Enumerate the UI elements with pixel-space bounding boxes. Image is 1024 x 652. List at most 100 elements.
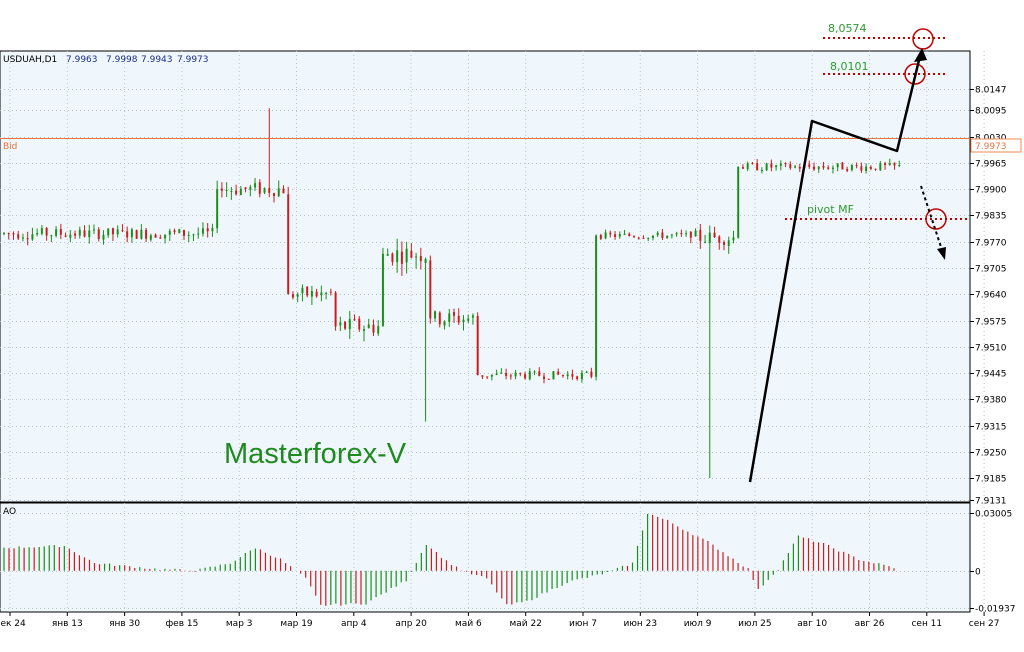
candle-body (405, 248, 408, 263)
candle-body (201, 228, 204, 234)
x-tick-label: апр 20 (395, 619, 427, 629)
target-circle-mid (904, 63, 926, 85)
candle-body (235, 190, 238, 195)
candle-body (552, 371, 555, 380)
x-tick-label: янв 13 (52, 619, 83, 629)
candle-body (543, 376, 545, 380)
candle-body (505, 372, 508, 377)
candle-body (121, 230, 124, 232)
candle-body (869, 166, 872, 169)
candle-body (699, 229, 702, 241)
candle-body (192, 234, 195, 236)
candle-body (111, 228, 114, 235)
candle-body (410, 250, 413, 258)
candle-body (97, 229, 100, 239)
x-tick-label: мар 3 (226, 619, 253, 629)
candle-body (244, 187, 247, 189)
candle-body (424, 258, 427, 263)
candle-body (713, 232, 716, 238)
ao-label: AO (3, 507, 16, 517)
candle-body (661, 232, 664, 238)
candle-body (135, 230, 138, 239)
y-tick-label: 8.0147 (975, 86, 1007, 96)
candle-body (822, 165, 825, 168)
candle-body (618, 234, 621, 237)
candle-body (898, 165, 901, 167)
candle-body (64, 235, 67, 237)
candle-body (453, 312, 455, 316)
ao-histogram (3, 513, 895, 606)
candle-body (637, 237, 640, 239)
ao-panel (0, 502, 971, 613)
pivot-down-arrow (920, 185, 943, 251)
candle-body (656, 232, 659, 236)
candle-body (225, 189, 228, 191)
candle-body (254, 183, 257, 188)
candle-body (486, 376, 489, 378)
candle-body (647, 237, 650, 239)
candle-body (178, 229, 181, 233)
candle-body (590, 371, 593, 377)
grid-lines (0, 51, 985, 612)
candle-body (855, 165, 858, 167)
candle-body (258, 182, 261, 194)
candle-body (893, 162, 896, 166)
candle-body (329, 291, 332, 293)
candle-body (45, 227, 48, 236)
candle-body (358, 318, 361, 330)
candle-body (183, 229, 185, 236)
x-tick-label: июн 7 (569, 619, 597, 629)
candle-body (751, 163, 754, 165)
candle-body (675, 233, 678, 235)
price-axis: 8.01478.00958.00307.99657.99007.98357.97… (970, 86, 1007, 507)
candle-body (339, 322, 342, 326)
price-panel (0, 50, 971, 503)
candle-body (149, 235, 152, 240)
candle-body (287, 194, 290, 295)
candle-body (438, 312, 441, 325)
candle-body (841, 162, 844, 170)
candle-body (580, 372, 583, 380)
candle-body (263, 188, 266, 193)
candle-body (860, 166, 863, 171)
candle-body (78, 229, 81, 236)
candle-body (145, 229, 148, 239)
y-tick-label: 8.0095 (975, 107, 1007, 117)
pivot-mf-label: pivot MF (807, 203, 854, 216)
x-tick-label: июн 23 (623, 619, 657, 629)
candle-body (173, 230, 176, 233)
candle-body (164, 234, 167, 239)
candle-body (239, 188, 242, 196)
candle-body (874, 168, 877, 170)
candle-body (495, 373, 498, 375)
candle-body (808, 164, 811, 167)
y-tick-label: 7.9770 (975, 239, 1007, 249)
x-tick-label: июл 25 (738, 619, 772, 629)
candle-body (367, 324, 370, 329)
candle-body (865, 166, 868, 171)
candle-body (741, 167, 744, 169)
watermark: Masterforex-V (224, 438, 407, 470)
candle-body (396, 250, 399, 263)
x-tick-label: июл 9 (684, 619, 712, 629)
candle-body (268, 188, 271, 193)
candle-body (12, 233, 15, 235)
candle-body (116, 229, 119, 235)
candle-body (533, 371, 536, 373)
chart-header-open: 7.9963 (66, 55, 98, 65)
candle-body (40, 228, 43, 234)
candle-body (746, 163, 749, 170)
y-tick-label: 7.9835 (975, 212, 1007, 222)
candle-body (836, 163, 839, 168)
candle-body (490, 374, 493, 377)
candle-body (770, 163, 773, 168)
candle-body (846, 169, 849, 171)
candle-body (576, 376, 579, 380)
candle-body (291, 294, 294, 298)
candle-body (571, 373, 574, 377)
candle-body (723, 242, 725, 245)
candle-body (509, 375, 512, 377)
x-tick-label: янв 30 (109, 619, 140, 629)
ao-y-tick-label: 0.03005 (975, 510, 1012, 520)
y-tick-label: 7.9705 (975, 265, 1007, 275)
